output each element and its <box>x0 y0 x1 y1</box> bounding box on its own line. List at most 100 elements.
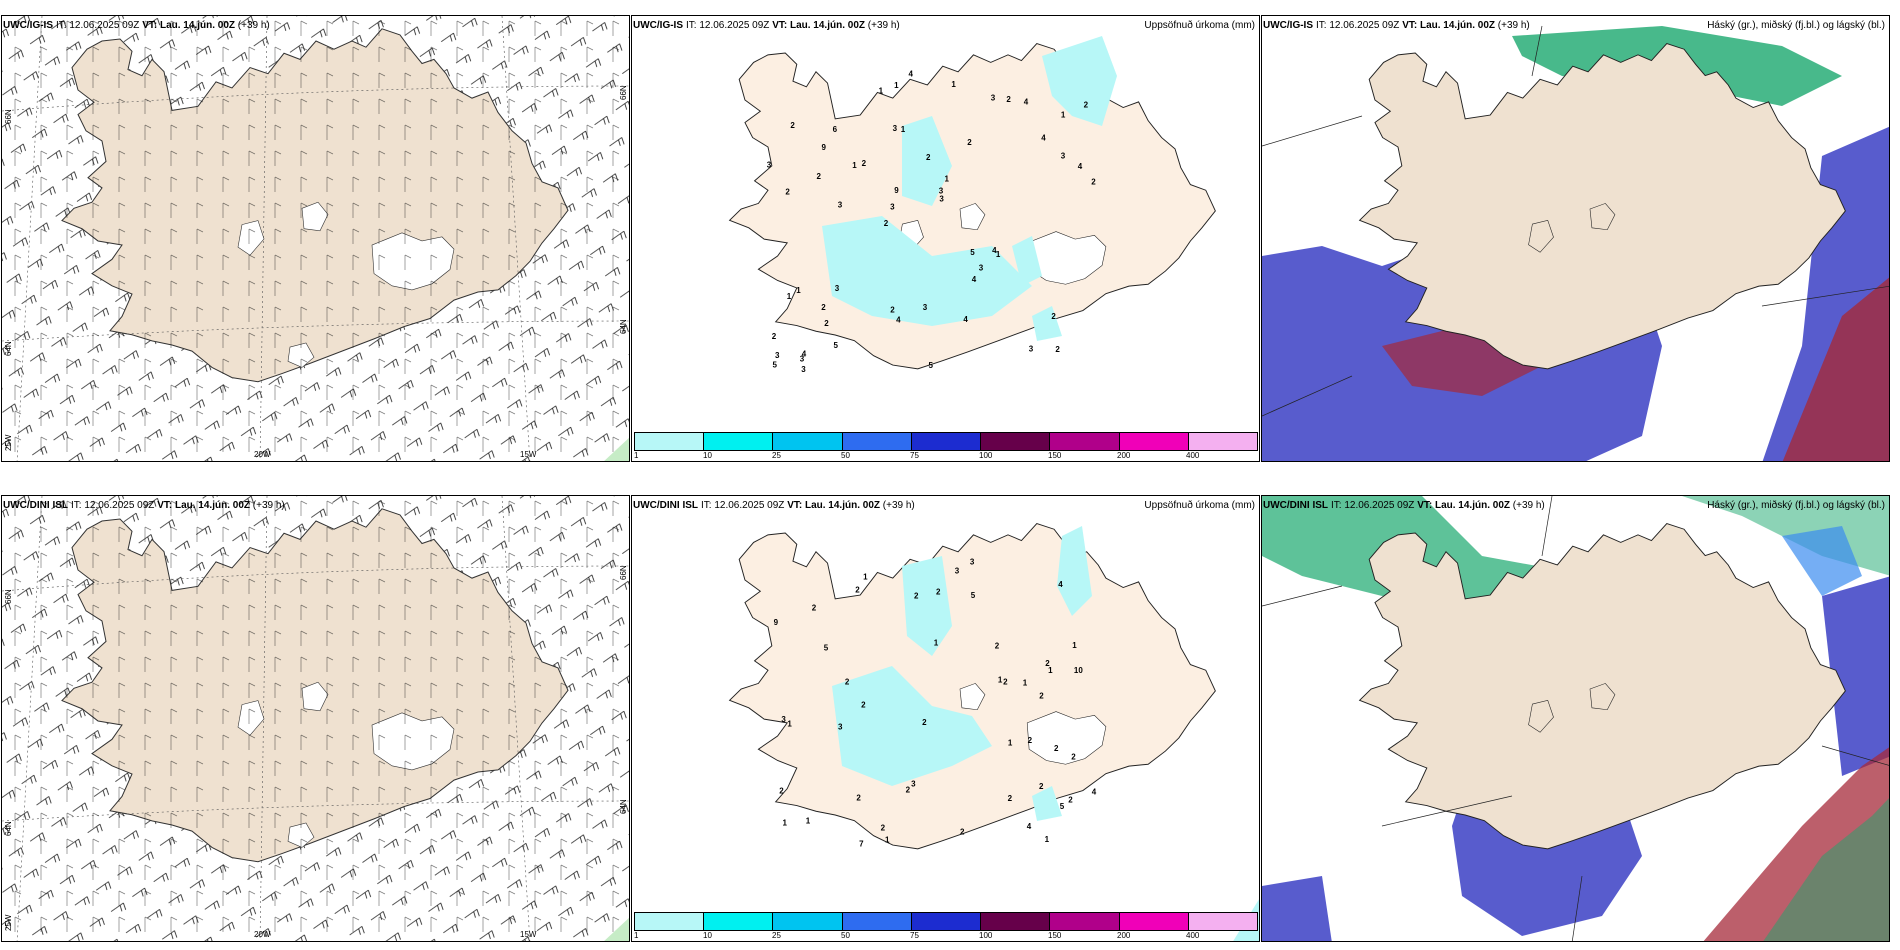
precip-value-label: 2 <box>861 701 866 710</box>
panel-title: UWC/DINI ISL IT: 12.06.2025 09Z VT: Lau. … <box>3 500 285 511</box>
precip-value-label: 4 <box>1078 162 1083 171</box>
precip-value-label: 1 <box>1061 111 1066 120</box>
colorbar-segment <box>635 913 705 930</box>
panel-variable-title: Háský (gr.), miðský (fj.bl.) og lágský (… <box>1707 20 1885 31</box>
lat-label-66n-right: 66N <box>619 85 628 100</box>
precip-value-label: 2 <box>779 786 784 795</box>
precip-value-label: 2 <box>1071 753 1076 762</box>
precip-value-label: 1 <box>894 81 899 90</box>
colorbar-segment <box>842 913 912 930</box>
precip-value-label: 9 <box>774 618 779 627</box>
precip-value-label: 4 <box>802 350 807 359</box>
colorbar-segment <box>911 913 982 930</box>
panel-variable-title: Uppsöfnuð úrkoma (mm) <box>1144 20 1255 31</box>
precip-value-label: 1 <box>1072 641 1077 650</box>
precip-value-label: 3 <box>955 566 960 575</box>
precip-value-label: 2 <box>821 303 826 312</box>
precip-value-label: 5 <box>1060 802 1065 811</box>
precip-value-label: 5 <box>970 248 975 257</box>
panel-top-wind[interactable]: UWC/IG-IS IT: 12.06.2025 09Z VT: Lau. 14.… <box>1 15 630 462</box>
precip-value-label: 3 <box>939 186 944 195</box>
colorbar-segment <box>1119 433 1189 450</box>
precip-value-label: 1 <box>996 250 1001 259</box>
precip-value-labels: 2212243212221112125332963332451245433431… <box>767 70 1096 375</box>
precip-value-label: 4 <box>992 246 997 255</box>
precip-value-label: 2 <box>881 823 886 832</box>
precip-value-label: 2 <box>926 153 931 162</box>
colorbar-segment <box>842 433 912 450</box>
lat-label-64n-right: 64N <box>619 799 628 814</box>
panel-title: UWC/IG-IS IT: 12.06.2025 09Z VT: Lau. 14.… <box>3 20 270 31</box>
precip-value-label: 2 <box>845 678 850 687</box>
precip-value-label: 2 <box>884 219 889 228</box>
precip-value-label: 4 <box>896 316 901 325</box>
lon-label-20w: 20W <box>254 450 271 459</box>
precip-value-label: 1 <box>879 87 884 96</box>
precip-value-label: 6 <box>833 125 838 134</box>
precip-value-label: 1 <box>852 161 857 170</box>
colorbar-segment <box>981 913 1051 930</box>
precip-value-label: 1 <box>1048 666 1053 675</box>
precip-value-label: 3 <box>1061 152 1066 161</box>
precip-value-label: 3 <box>781 715 786 724</box>
panel-bottom-precip[interactable]: 2 1 2 1 1 1 2 2 4 5 10 9 2 1 2 2 5 2 3 1 3 1 2 1 2 2 3 5 2 4 3 2 7 2 2 4 2 2 1… <box>631 495 1260 942</box>
precip-value-label: 3 <box>801 365 806 374</box>
panel-variable-title: Háský (gr.), miðský (fj.bl.) og lágský (… <box>1707 500 1885 511</box>
precip-value-label: 3 <box>775 351 780 360</box>
lat-label-64n-right: 64N <box>619 319 628 334</box>
precip-value-label: 2 <box>1003 677 1008 686</box>
lon-label-15w: 15W <box>520 450 537 459</box>
lat-label-64n: 64N <box>4 341 13 356</box>
precip-value-label: 5 <box>824 643 829 652</box>
precip-value-label: 3 <box>970 557 975 566</box>
panel-title: UWC/DINI ISL IT: 12.06.2025 09Z VT: Lau. … <box>1263 500 1545 511</box>
precip-value-label: 4 <box>909 70 914 79</box>
precip-value-label: 1 <box>945 175 950 184</box>
precip-value-label: 2 <box>1091 178 1096 187</box>
precip-value-label: 3 <box>911 780 916 789</box>
colorbar-ticks: 1 10 25 50 75 100 150 200 400 <box>634 451 1200 460</box>
precip-value-label: 1 <box>951 80 956 89</box>
precip-map: 2212243212221112125332963332451245433431… <box>729 36 1216 375</box>
precip-value-label: 2 <box>1045 659 1050 668</box>
colorbar-ticks: 1 10 25 50 75 100 150 200 400 <box>634 931 1200 940</box>
precip-value-label: 1 <box>787 720 792 729</box>
precip-value-label: 2 <box>1008 794 1013 803</box>
precip-value-label: 4 <box>1024 98 1029 107</box>
panel-title: UWC/IG-IS IT: 12.06.2025 09Z VT: Lau. 14.… <box>633 20 900 31</box>
precip-value-label: 2 <box>817 172 822 181</box>
precip-value-label: 2 <box>1084 100 1089 109</box>
lat-label-25w: 25W <box>4 914 13 931</box>
precip-value-label: 3 <box>767 161 772 170</box>
colorbar-segment <box>1119 913 1189 930</box>
precip-value-label: 4 <box>963 315 968 324</box>
precip-value-label: 2 <box>1051 312 1056 321</box>
precip-value-label: 2 <box>1068 796 1073 805</box>
precip-value-label: 3 <box>991 94 996 103</box>
colorbar-segment <box>1188 913 1257 930</box>
precip-value-label: 2 <box>995 641 1000 650</box>
panel-bottom-wind[interactable]: UWC/DINI ISL IT: 12.06.2025 09Z VT: Lau. … <box>1 495 630 942</box>
precip-value-label: 1 <box>796 286 801 295</box>
precip-value-label: 1 <box>863 572 868 581</box>
precip-value-label: 4 <box>972 275 977 284</box>
precip-value-label: 2 <box>967 138 972 147</box>
precip-value-label: 5 <box>834 341 839 350</box>
precip-value-label: 2 <box>906 786 911 795</box>
precip-value-label: 4 <box>1058 580 1063 589</box>
precip-value-label: 4 <box>1027 822 1032 831</box>
panel-top-cloud[interactable]: UWC/IG-IS IT: 12.06.2025 09Z VT: Lau. 14.… <box>1261 15 1890 462</box>
lon-label-20w: 20W <box>254 930 271 939</box>
colorbar-segment <box>1188 433 1257 450</box>
lat-label-25w: 25W <box>4 434 13 451</box>
precip-value-label: 2 <box>1006 95 1011 104</box>
colorbar-segment <box>1050 913 1120 930</box>
precip-value-label: 3 <box>979 263 984 272</box>
panel-bottom-cloud[interactable]: UWC/DINI ISL IT: 12.06.2025 09Z VT: Lau. … <box>1261 495 1890 942</box>
precip-value-label: 2 <box>824 319 829 328</box>
precip-value-label: 1 <box>934 639 939 648</box>
lat-label-66n-right: 66N <box>619 565 628 580</box>
precip-value-label: 1 <box>787 292 792 301</box>
